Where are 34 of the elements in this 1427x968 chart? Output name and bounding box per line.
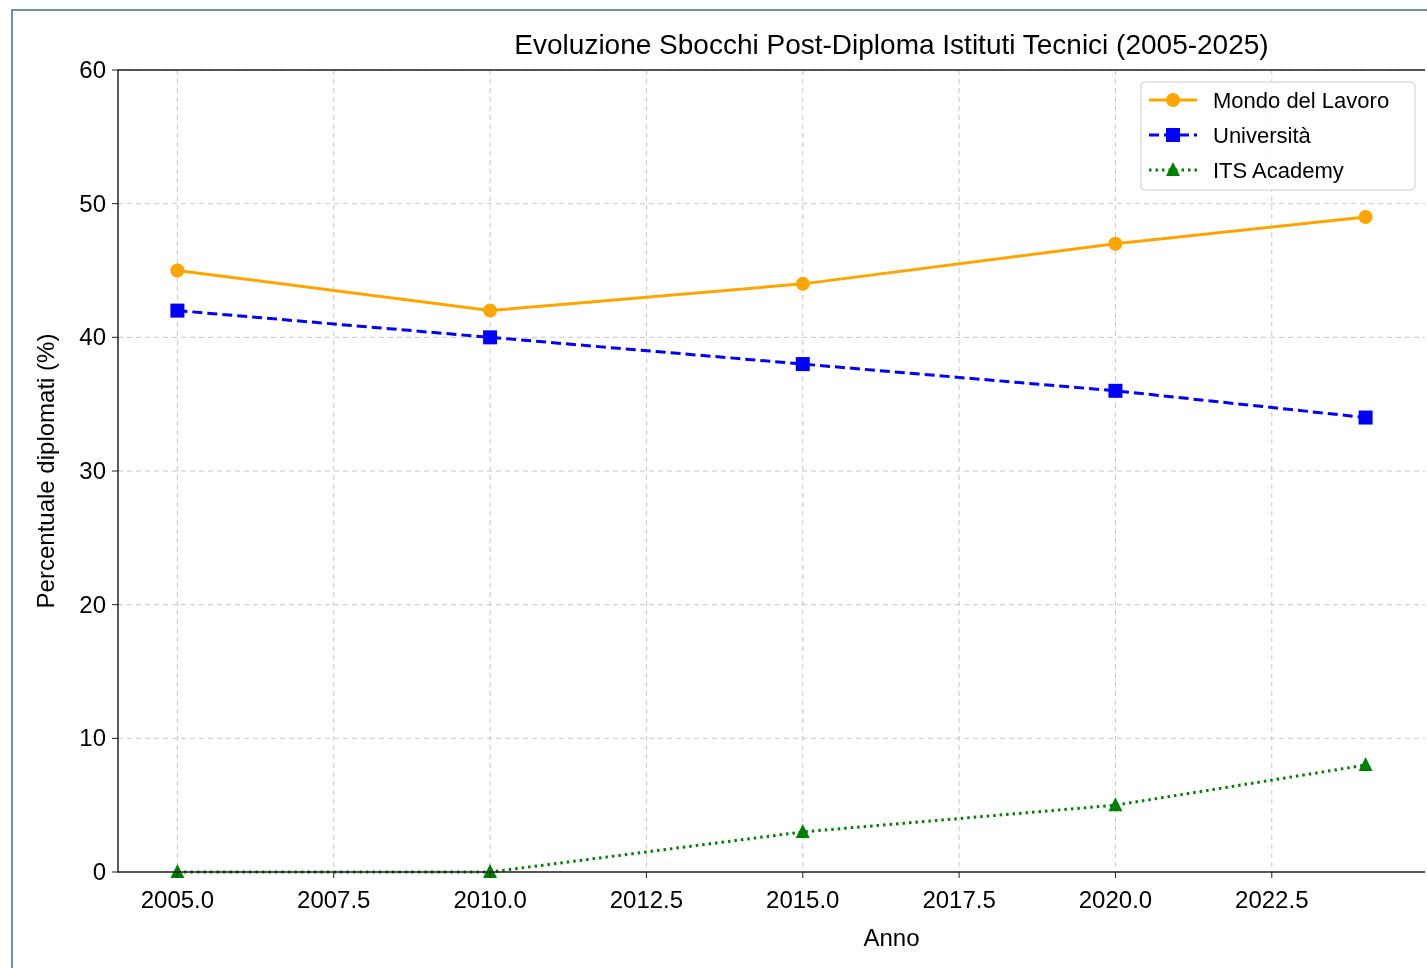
y-tick-label: 30: [79, 457, 106, 484]
legend-label: Università: [1213, 123, 1312, 148]
y-tick-label: 20: [79, 590, 106, 618]
x-tick-label: 2020.0: [1078, 886, 1153, 913]
point: [483, 330, 498, 345]
point: [795, 823, 810, 838]
x-axis-title: Anno: [863, 924, 920, 951]
point: [1358, 410, 1373, 425]
point: [1358, 757, 1373, 772]
x-tick-label: 2005.0: [140, 886, 215, 913]
x-tick-label: 2012.5: [609, 886, 684, 913]
y-tick-label: 0: [92, 858, 106, 885]
x-tick-label: 2010.0: [453, 886, 527, 913]
y-axis-title: Percentuale diplomati (%): [32, 333, 59, 609]
x-tick-label: 2017.5: [922, 886, 996, 913]
chart-title: Evoluzione Sbocchi Post-Diploma Istituti Tecnici (2005-2025): [514, 29, 1269, 60]
point: [1108, 797, 1123, 812]
y-tick-label: 10: [79, 724, 106, 752]
point: [795, 357, 810, 372]
point: [1108, 383, 1123, 398]
point: [795, 276, 810, 291]
point: [1108, 236, 1123, 251]
point: [170, 263, 185, 278]
x-tick-label: 2015.0: [766, 886, 840, 913]
legend-label: ITS Academy: [1213, 158, 1344, 183]
point: [1358, 210, 1373, 225]
y-tick-label: 50: [79, 189, 106, 217]
x-tick-label: 2022.5: [1235, 886, 1309, 913]
legend-label: Mondo del Lavoro: [1213, 88, 1390, 113]
x-tick-label: 2007.5: [297, 886, 371, 913]
y-tick-label: 40: [79, 323, 106, 351]
point: [483, 303, 498, 318]
y-tick-label: 60: [79, 56, 106, 83]
point: [170, 303, 185, 318]
